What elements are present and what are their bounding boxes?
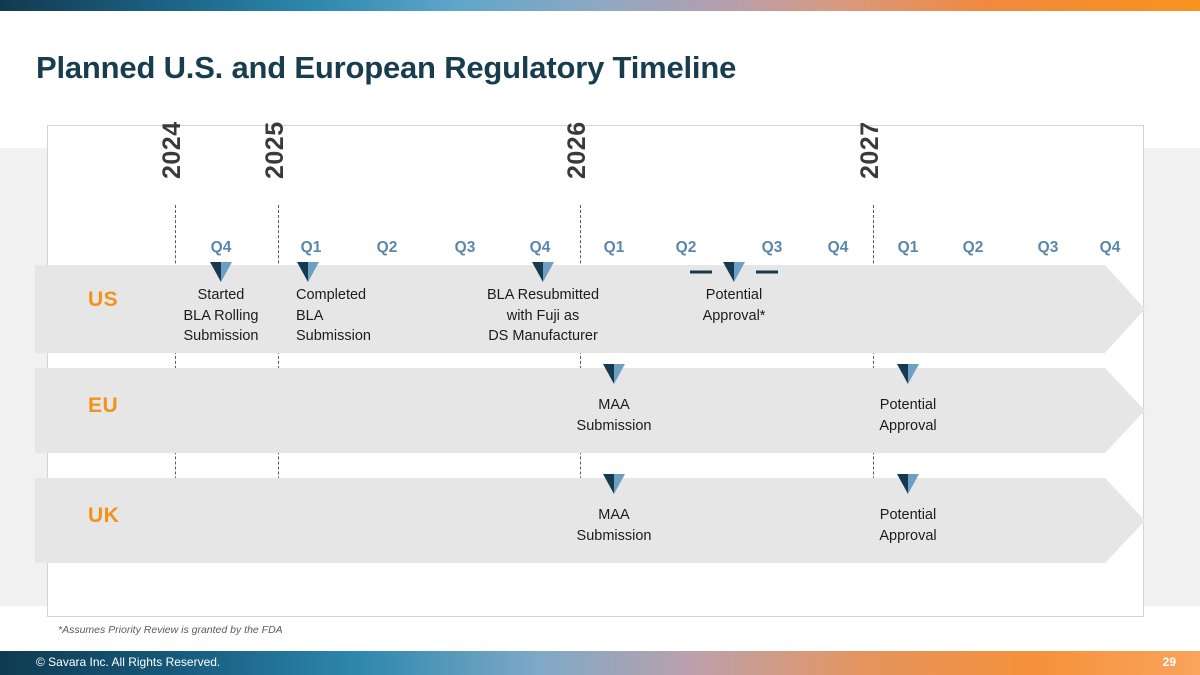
quarter-label-2: Q2 xyxy=(376,239,398,256)
milestone-text-line: Potential xyxy=(879,397,937,413)
milestone-text-potential-approval-us: Potential Approval* xyxy=(703,285,766,326)
top-accent-bar xyxy=(0,0,1200,11)
quarter-label-8: Q4 xyxy=(827,239,849,256)
milestone-text-line: DS Manufacturer xyxy=(488,328,598,345)
range-bar-left-potential-approval-us xyxy=(690,270,712,274)
milestone-text-line: BLA Rolling xyxy=(183,307,259,324)
milestone-text-line: BLA xyxy=(296,307,324,324)
milestone-text-line: Submission xyxy=(183,328,259,345)
milestone-marker-bla-resubmitted-fuji xyxy=(530,261,556,283)
milestone-marker-maa-submission-uk xyxy=(601,473,627,495)
row-label-eu: EU xyxy=(88,394,119,417)
page-title: Planned U.S. and European Regulatory Tim… xyxy=(36,50,737,85)
quarter-label-3: Q3 xyxy=(454,239,476,256)
quarter-label-4: Q4 xyxy=(529,239,551,256)
milestone-marker-started-bla-rolling-submission xyxy=(208,261,234,283)
milestone-marker-potential-approval-uk xyxy=(895,473,921,495)
milestone-text-line: Started xyxy=(197,287,245,303)
timeline-row-eu xyxy=(35,368,1145,453)
milestone-text-line: MAA xyxy=(598,397,630,413)
milestone-text-line: Submission xyxy=(296,328,371,345)
quarter-label-9: Q1 xyxy=(897,239,919,256)
milestone-text-started-bla-rolling-submission: Started BLA Rolling Submission xyxy=(184,285,259,347)
milestone-marker-maa-submission-eu xyxy=(601,363,627,385)
year-label-2025: 2025 xyxy=(261,121,289,179)
quarter-label-7: Q3 xyxy=(761,239,783,256)
milestone-text-potential-approval-uk: Potential Approval xyxy=(879,505,936,546)
milestone-text-maa-submission-eu: MAA Submission xyxy=(577,395,652,436)
milestone-text-line: MAA xyxy=(598,507,630,523)
copyright-text: © Savara Inc. All Rights Reserved. xyxy=(36,655,221,669)
milestone-text-line: Submission xyxy=(576,527,652,544)
milestone-text-line: Approval xyxy=(879,527,937,544)
milestone-text-potential-approval-eu: Potential Approval xyxy=(879,395,936,436)
milestone-text-maa-submission-uk: MAA Submission xyxy=(577,505,652,546)
year-label-2026: 2026 xyxy=(563,121,591,179)
milestone-text-line: Submission xyxy=(576,417,652,434)
footnote: *Assumes Priority Review is granted by t… xyxy=(58,624,283,636)
quarter-label-6: Q2 xyxy=(675,239,697,256)
quarter-label-0: Q4 xyxy=(210,239,232,256)
milestone-marker-potential-approval-eu xyxy=(895,363,921,385)
milestone-text-line: Potential xyxy=(705,287,763,303)
quarter-label-10: Q2 xyxy=(962,239,984,256)
row-label-us: US xyxy=(88,288,119,311)
milestone-text-line: Approval xyxy=(879,417,937,434)
page-number: 29 xyxy=(1162,655,1176,669)
timeline-row-uk xyxy=(35,478,1145,563)
milestone-text-line: with Fuji as xyxy=(506,307,580,324)
footer-bar xyxy=(0,651,1200,675)
year-label-2024: 2024 xyxy=(158,121,186,179)
quarter-label-1: Q1 xyxy=(300,239,322,256)
milestone-text-line: BLA Resubmitted xyxy=(486,287,600,303)
quarter-label-5: Q1 xyxy=(603,239,625,256)
quarter-label-11: Q3 xyxy=(1037,239,1059,256)
milestone-marker-potential-approval-us xyxy=(721,261,747,283)
milestone-text-bla-resubmitted-fuji: BLA Resubmitted with Fuji as DS Manufactur… xyxy=(487,285,599,347)
row-label-uk: UK xyxy=(88,504,120,527)
milestone-text-line: Potential xyxy=(879,507,937,523)
year-label-2027: 2027 xyxy=(856,121,884,179)
quarter-label-12: Q4 xyxy=(1099,239,1121,256)
milestone-marker-completed-bla-submission xyxy=(295,261,321,283)
milestone-text-completed-bla-submission: Completed BLA Submission xyxy=(296,285,371,347)
range-bar-right-potential-approval-us xyxy=(756,270,778,274)
milestone-text-line: Completed xyxy=(296,287,367,303)
milestone-text-line: Approval* xyxy=(702,307,766,324)
